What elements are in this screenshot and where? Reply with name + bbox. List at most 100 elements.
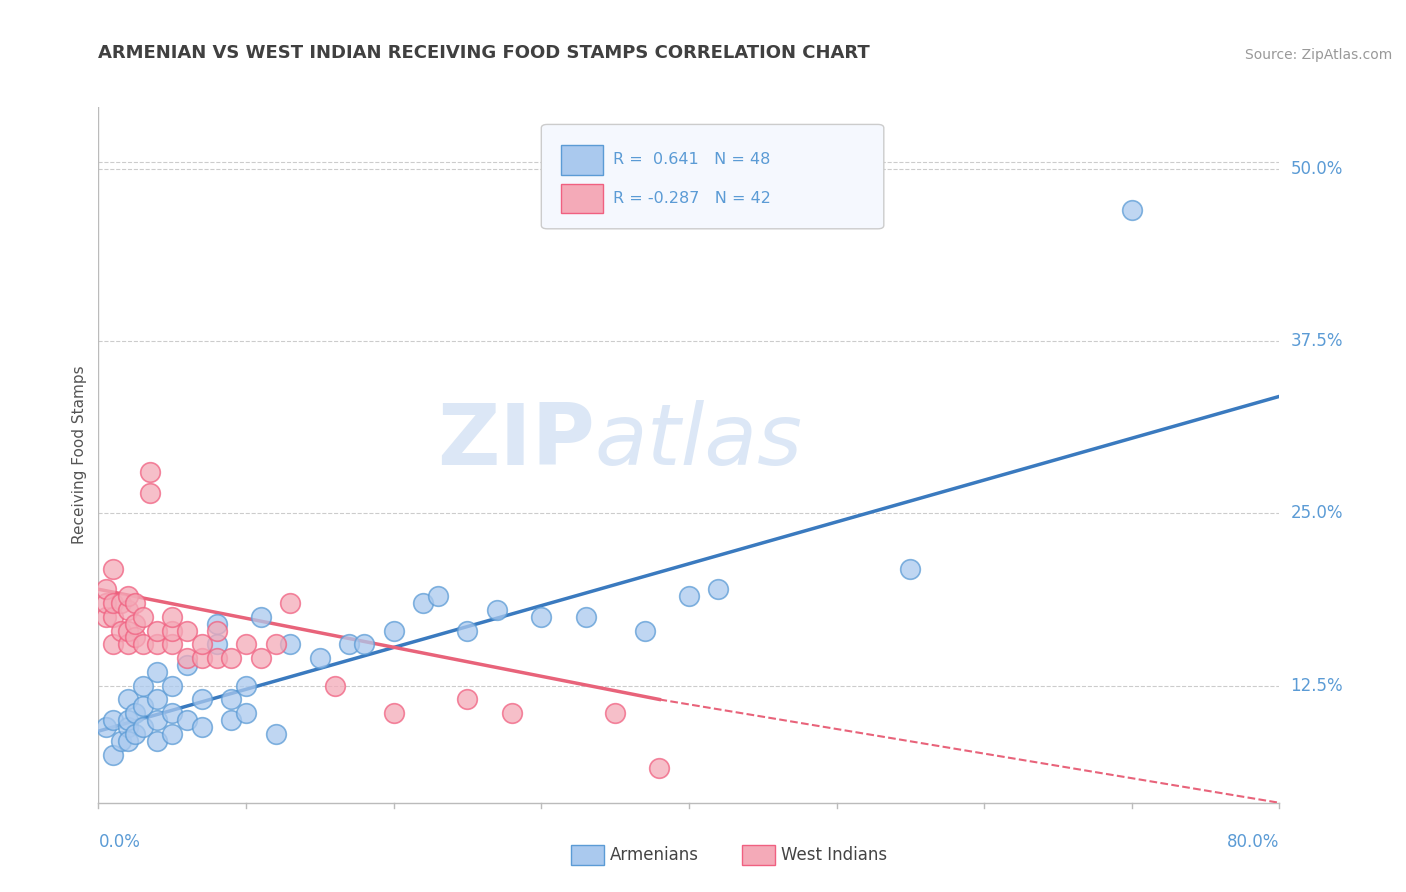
Point: [132, 679, 155, 693]
Text: ZIP: ZIP: [437, 400, 595, 483]
Point: [139, 465, 162, 479]
Point: [191, 720, 214, 734]
Point: [162, 727, 183, 741]
Point: [117, 692, 139, 706]
Point: [110, 624, 132, 638]
Point: [103, 637, 125, 651]
Text: West Indians: West Indians: [782, 846, 887, 864]
Point: [219, 651, 242, 665]
Point: [382, 624, 405, 638]
Point: [205, 637, 228, 651]
Point: [412, 596, 434, 610]
Text: R = -0.287   N = 42: R = -0.287 N = 42: [613, 191, 772, 206]
Point: [124, 616, 146, 631]
Point: [191, 692, 214, 706]
Point: [132, 609, 155, 624]
Point: [146, 665, 169, 679]
Point: [250, 609, 273, 624]
Text: Armenians: Armenians: [610, 846, 699, 864]
Point: [678, 589, 700, 603]
FancyBboxPatch shape: [541, 124, 884, 229]
Point: [456, 624, 478, 638]
Point: [530, 609, 553, 624]
Point: [235, 679, 257, 693]
Point: [501, 706, 523, 721]
Point: [574, 609, 596, 624]
Point: [132, 699, 155, 714]
Point: [456, 692, 478, 706]
Point: [323, 679, 346, 693]
Point: [117, 720, 139, 734]
Point: [146, 624, 169, 638]
Point: [146, 713, 169, 727]
Point: [205, 616, 228, 631]
FancyBboxPatch shape: [561, 145, 603, 175]
Text: R =  0.641   N = 48: R = 0.641 N = 48: [613, 153, 770, 168]
Point: [205, 651, 228, 665]
Point: [94, 582, 117, 597]
Point: [176, 624, 198, 638]
Point: [191, 651, 214, 665]
Point: [205, 624, 228, 638]
Text: 37.5%: 37.5%: [1291, 332, 1343, 351]
Point: [117, 733, 139, 747]
Point: [235, 637, 257, 651]
Point: [264, 637, 287, 651]
Point: [264, 727, 287, 741]
Point: [124, 706, 146, 721]
FancyBboxPatch shape: [571, 845, 605, 865]
Point: [94, 720, 117, 734]
Point: [162, 609, 183, 624]
Point: [707, 582, 730, 597]
Text: 12.5%: 12.5%: [1291, 677, 1343, 695]
Point: [337, 637, 360, 651]
Point: [117, 624, 139, 638]
Text: ARMENIAN VS WEST INDIAN RECEIVING FOOD STAMPS CORRELATION CHART: ARMENIAN VS WEST INDIAN RECEIVING FOOD S…: [98, 45, 870, 62]
Point: [235, 706, 257, 721]
Point: [176, 651, 198, 665]
Point: [117, 713, 139, 727]
Point: [1121, 203, 1143, 218]
Point: [162, 706, 183, 721]
Point: [139, 485, 162, 500]
Text: atlas: atlas: [595, 400, 803, 483]
Point: [132, 720, 155, 734]
Point: [353, 637, 375, 651]
Point: [633, 624, 655, 638]
FancyBboxPatch shape: [742, 845, 775, 865]
Point: [124, 727, 146, 741]
Point: [117, 637, 139, 651]
Point: [219, 713, 242, 727]
Text: Source: ZipAtlas.com: Source: ZipAtlas.com: [1244, 48, 1392, 62]
Point: [103, 713, 125, 727]
Point: [427, 589, 450, 603]
Point: [382, 706, 405, 721]
Point: [219, 692, 242, 706]
Point: [103, 747, 125, 762]
Point: [117, 589, 139, 603]
Text: 0.0%: 0.0%: [98, 833, 141, 851]
Text: 80.0%: 80.0%: [1227, 833, 1279, 851]
Point: [146, 692, 169, 706]
Point: [900, 561, 922, 575]
Point: [117, 603, 139, 617]
Y-axis label: Receiving Food Stamps: Receiving Food Stamps: [72, 366, 87, 544]
FancyBboxPatch shape: [561, 184, 603, 213]
Point: [486, 603, 509, 617]
Point: [94, 609, 117, 624]
Point: [176, 658, 198, 673]
Point: [124, 631, 146, 645]
Point: [132, 637, 155, 651]
Text: 25.0%: 25.0%: [1291, 505, 1343, 523]
Point: [191, 637, 214, 651]
Point: [103, 596, 125, 610]
Text: 50.0%: 50.0%: [1291, 160, 1343, 178]
Point: [94, 596, 117, 610]
Point: [278, 637, 302, 651]
Point: [309, 651, 332, 665]
Point: [278, 596, 302, 610]
Point: [250, 651, 273, 665]
Point: [146, 637, 169, 651]
Point: [162, 679, 183, 693]
Point: [162, 624, 183, 638]
